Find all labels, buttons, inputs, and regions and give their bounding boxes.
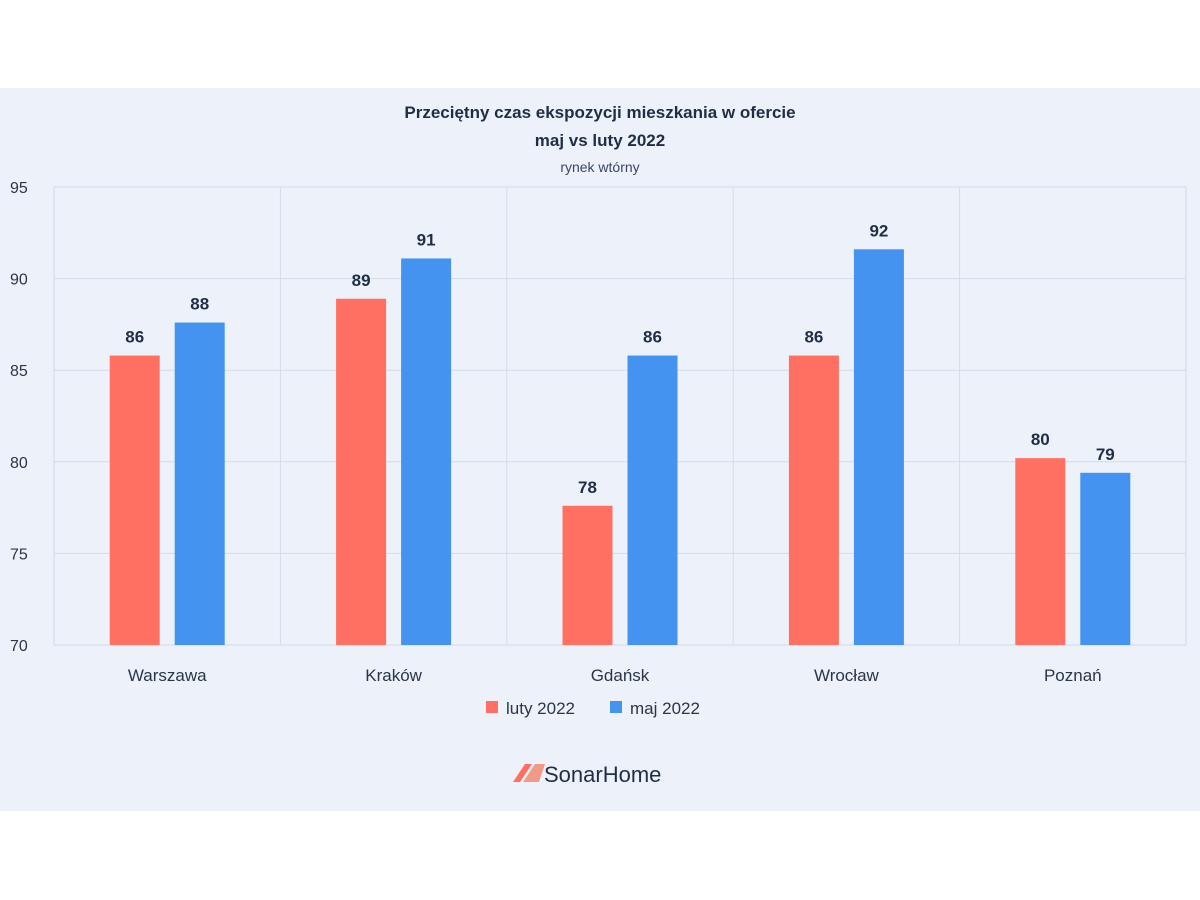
data-label-warszawa-maj-2022: 88 [190, 295, 209, 314]
chart-subtitle: rynek wtórny [560, 159, 639, 175]
legend-label-maj-2022: maj 2022 [630, 699, 700, 718]
bar-wrocaw-maj-2022 [853, 249, 904, 645]
x-tick-label-poznan: Poznań [1044, 666, 1102, 685]
y-tick-label-75: 75 [10, 546, 28, 563]
x-tick-label-wrocaw: Wrocław [814, 666, 880, 685]
data-label-warszawa-luty-2022: 86 [125, 328, 144, 347]
data-label-krakow-luty-2022: 89 [352, 271, 371, 290]
y-tick-label-85: 85 [10, 363, 28, 380]
legend-swatch-maj-2022 [610, 701, 622, 713]
bar-gdansk-maj-2022 [627, 355, 678, 645]
bar-warszawa-maj-2022 [174, 322, 225, 645]
sonarhome-logo-icon [513, 764, 545, 782]
data-label-wrocaw-luty-2022: 86 [804, 328, 823, 347]
legend-swatch-luty-2022 [486, 701, 498, 713]
data-label-poznan-luty-2022: 80 [1031, 430, 1050, 449]
bar-gdansk-luty-2022 [562, 505, 613, 645]
brand-logo: SonarHome [513, 762, 661, 787]
y-tick-label-70: 70 [10, 638, 28, 655]
data-label-gdansk-luty-2022: 78 [578, 478, 597, 497]
bar-krakow-luty-2022 [336, 298, 387, 645]
y-tick-label-95: 95 [10, 180, 28, 197]
brand-name: SonarHome [544, 762, 661, 787]
x-tick-label-warszawa: Warszawa [128, 666, 207, 685]
bar-warszawa-luty-2022 [109, 355, 160, 645]
data-label-poznan-maj-2022: 79 [1096, 445, 1115, 464]
bar-wrocaw-luty-2022 [788, 355, 839, 645]
legend-label-luty-2022: luty 2022 [506, 699, 575, 718]
y-tick-label-80: 80 [10, 455, 28, 472]
data-label-krakow-maj-2022: 91 [417, 230, 436, 249]
y-tick-label-90: 90 [10, 272, 28, 289]
data-label-gdansk-maj-2022: 86 [643, 328, 662, 347]
chart-title-line2: maj vs luty 2022 [535, 131, 665, 150]
chart-title: Przeciętny czas ekspozycji mieszkania w … [404, 103, 795, 122]
data-label-wrocaw-maj-2022: 92 [869, 221, 888, 240]
x-tick-label-gdansk: Gdańsk [591, 666, 650, 685]
bar-poznan-maj-2022 [1080, 472, 1131, 645]
x-tick-label-krakow: Kraków [365, 666, 422, 685]
bar-krakow-maj-2022 [401, 258, 452, 645]
bar-poznan-luty-2022 [1015, 458, 1066, 645]
